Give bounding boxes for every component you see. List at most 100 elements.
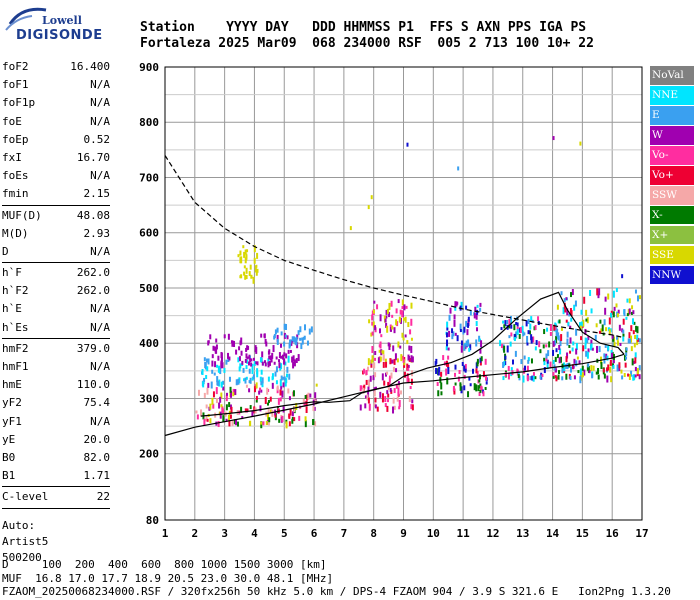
echo-point [454, 364, 457, 370]
echo-point [372, 321, 375, 328]
echo-point [219, 368, 222, 375]
echo-point [371, 310, 374, 315]
echo-point [312, 406, 315, 412]
echo-point [623, 372, 626, 377]
echo-point [549, 331, 552, 336]
echo-point [621, 328, 624, 333]
echo-point [584, 337, 587, 345]
echo-point [402, 337, 405, 341]
echo-point [292, 390, 295, 397]
echo-point [291, 336, 294, 342]
echo-point [237, 378, 240, 385]
echo-point [279, 389, 282, 396]
echo-point [267, 358, 270, 362]
param-key: hmF1 [2, 360, 29, 373]
echo-point [522, 331, 525, 337]
echo-point [238, 346, 241, 351]
echo-point [209, 418, 212, 424]
param-value: 82.0 [83, 450, 111, 464]
echo-point [630, 346, 633, 352]
legend-entry: X- [650, 205, 694, 225]
echo-point [465, 320, 468, 327]
echo-point [256, 368, 259, 375]
logo-lowell-text: Lowell [42, 14, 82, 27]
echo-point [212, 403, 215, 409]
echo-point [222, 415, 225, 423]
echo-point [554, 339, 557, 345]
echo-point [259, 376, 262, 382]
echo-point [374, 325, 377, 331]
echo-point [211, 397, 214, 405]
echo-point [628, 338, 631, 344]
echo-point [243, 378, 246, 382]
echo-point [207, 382, 210, 388]
echo-point [597, 374, 600, 380]
param-row: hmF2 379.0 [2, 340, 110, 358]
echo-point [467, 319, 470, 327]
echo-point [273, 334, 276, 339]
echo-point [554, 326, 557, 331]
echo-point [559, 356, 562, 363]
x-tick-label: 10 [427, 527, 440, 540]
y-tick-label: 80 [146, 514, 159, 527]
legend-entry: NNW [650, 265, 694, 285]
echo-point [271, 373, 274, 380]
echo-point [638, 365, 641, 371]
echo-point [381, 398, 384, 403]
echo-point [389, 326, 392, 332]
echo-point [630, 335, 633, 343]
legend-entry: X+ [650, 225, 694, 245]
echo-point [217, 366, 220, 373]
y-tick-label: 800 [139, 116, 159, 129]
echo-point [517, 374, 520, 379]
echo-point [506, 345, 509, 353]
echo-point [506, 320, 509, 325]
echo-point [508, 324, 511, 329]
echo-point [447, 347, 450, 351]
echo-point [397, 299, 400, 304]
echo-point [557, 335, 560, 341]
echo-point [627, 338, 630, 344]
echo-point [395, 308, 398, 314]
echo-point [447, 362, 450, 368]
echo-point [545, 353, 548, 359]
echo-point [475, 384, 478, 392]
param-value: N/A [90, 96, 110, 110]
echo-point [374, 357, 377, 361]
echo-point [584, 328, 587, 335]
echo-point [554, 356, 557, 362]
echo-point [565, 363, 568, 369]
echo-point [589, 289, 592, 296]
echo-point [510, 372, 513, 377]
echo-point [389, 358, 392, 365]
echo-point [249, 405, 252, 410]
echo-point [368, 319, 371, 324]
echo-point [523, 367, 526, 374]
echo-point [595, 323, 598, 328]
param-row: yF2 75.4 [2, 394, 110, 412]
echo-point [454, 372, 457, 377]
echo-point [454, 301, 457, 309]
echo-point [546, 362, 549, 370]
echo-point [246, 359, 249, 364]
echo-point [285, 353, 288, 359]
echo-point [615, 288, 618, 293]
echo-point [590, 339, 593, 346]
echo-point [636, 338, 639, 346]
param-key: yE [2, 432, 16, 446]
echo-point [276, 327, 279, 333]
echo-point [261, 381, 264, 388]
y-tick-label: 300 [139, 392, 159, 405]
echo-point [212, 345, 215, 351]
echo-point [267, 421, 270, 426]
echo-point [253, 361, 256, 367]
echo-point [244, 377, 247, 384]
echo-point [301, 337, 304, 341]
echo-point [611, 334, 614, 339]
echo-point [286, 335, 289, 340]
echo-point [587, 363, 590, 368]
echo-point [203, 392, 206, 398]
echo-point [233, 419, 236, 425]
echo-point [590, 343, 593, 349]
echo-point [400, 317, 403, 324]
